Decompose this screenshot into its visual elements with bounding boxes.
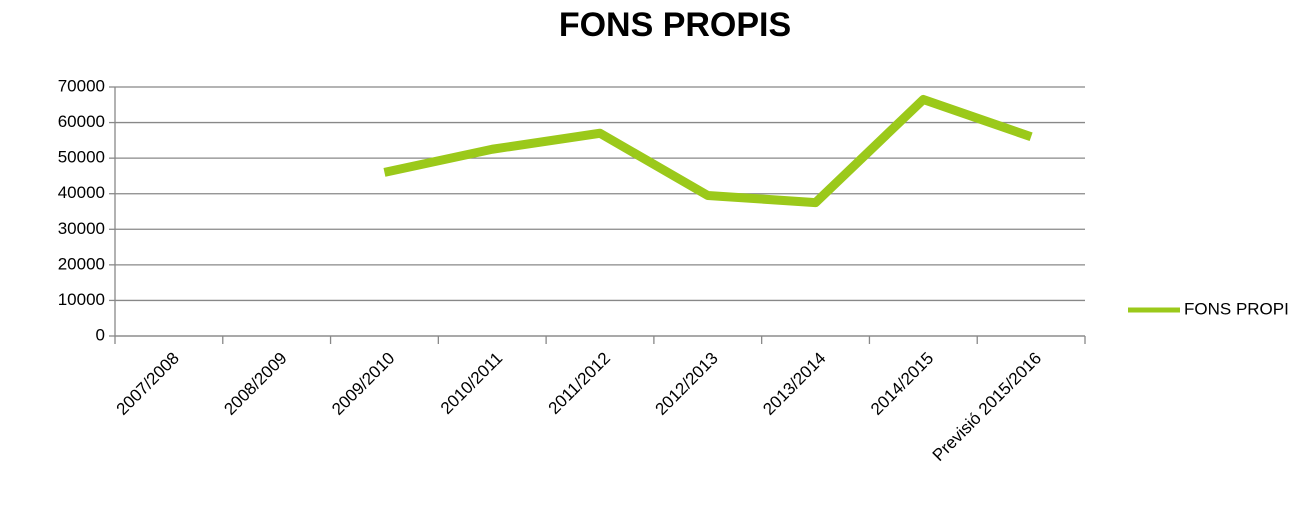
x-tick-label: 2012/2013 <box>652 349 722 419</box>
y-tick-label: 60000 <box>58 112 105 131</box>
y-tick-label: 70000 <box>58 76 105 95</box>
x-tick-label: 2010/2011 <box>437 349 506 418</box>
y-tick-label: 0 <box>96 325 105 344</box>
x-tick-label: 2013/2014 <box>759 349 829 419</box>
x-tick-label: Previsió 2015/2016 <box>929 349 1045 465</box>
y-tick-label: 50000 <box>58 148 105 167</box>
x-tick-label: 2014/2015 <box>867 349 937 419</box>
x-tick-label: 2011/2012 <box>545 349 614 418</box>
x-tick-label: 2009/2010 <box>328 349 398 419</box>
x-tick-label: 2008/2009 <box>220 349 290 419</box>
chart-title: FONS PROPIS <box>559 6 791 44</box>
legend-label: FONS PROPI <box>1184 299 1289 318</box>
y-tick-label: 20000 <box>58 254 105 273</box>
y-tick-label: 40000 <box>58 183 105 202</box>
y-tick-label: 30000 <box>58 219 105 238</box>
y-tick-label: 10000 <box>58 290 105 309</box>
x-tick-label: 2007/2008 <box>113 349 183 419</box>
series-line <box>383 94 1033 208</box>
